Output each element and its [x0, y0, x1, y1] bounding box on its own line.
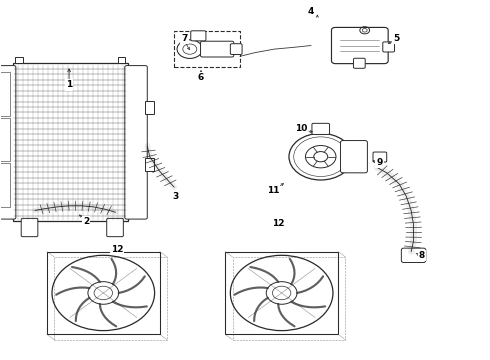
Text: 1: 1: [66, 81, 72, 90]
Text: 12: 12: [272, 219, 285, 228]
Bar: [174, 31, 240, 67]
FancyBboxPatch shape: [353, 58, 365, 68]
FancyBboxPatch shape: [0, 66, 16, 219]
FancyBboxPatch shape: [312, 123, 330, 134]
FancyBboxPatch shape: [383, 42, 394, 52]
FancyBboxPatch shape: [21, 219, 38, 237]
FancyBboxPatch shape: [200, 41, 234, 57]
Bar: [0, 118, 10, 162]
Text: 4: 4: [308, 7, 314, 16]
Bar: [0, 163, 10, 207]
Bar: [118, 57, 125, 63]
FancyBboxPatch shape: [331, 27, 388, 64]
FancyBboxPatch shape: [230, 44, 242, 54]
Text: 12: 12: [111, 245, 123, 254]
Text: 7: 7: [181, 34, 188, 43]
FancyBboxPatch shape: [401, 248, 426, 262]
Bar: [0, 72, 10, 116]
Text: 2: 2: [83, 217, 89, 226]
Text: 9: 9: [376, 158, 383, 167]
FancyBboxPatch shape: [125, 66, 147, 219]
Bar: [146, 158, 154, 171]
FancyBboxPatch shape: [341, 140, 368, 173]
FancyBboxPatch shape: [191, 31, 206, 41]
FancyBboxPatch shape: [373, 152, 387, 162]
Text: 11: 11: [267, 185, 279, 194]
Text: 5: 5: [393, 34, 399, 43]
Bar: [15, 57, 23, 63]
Bar: [13, 63, 128, 221]
Text: 10: 10: [295, 123, 307, 132]
Text: 6: 6: [198, 73, 204, 82]
FancyBboxPatch shape: [107, 219, 123, 237]
Text: 8: 8: [419, 251, 425, 260]
Bar: [146, 102, 154, 114]
Text: 3: 3: [172, 192, 179, 201]
